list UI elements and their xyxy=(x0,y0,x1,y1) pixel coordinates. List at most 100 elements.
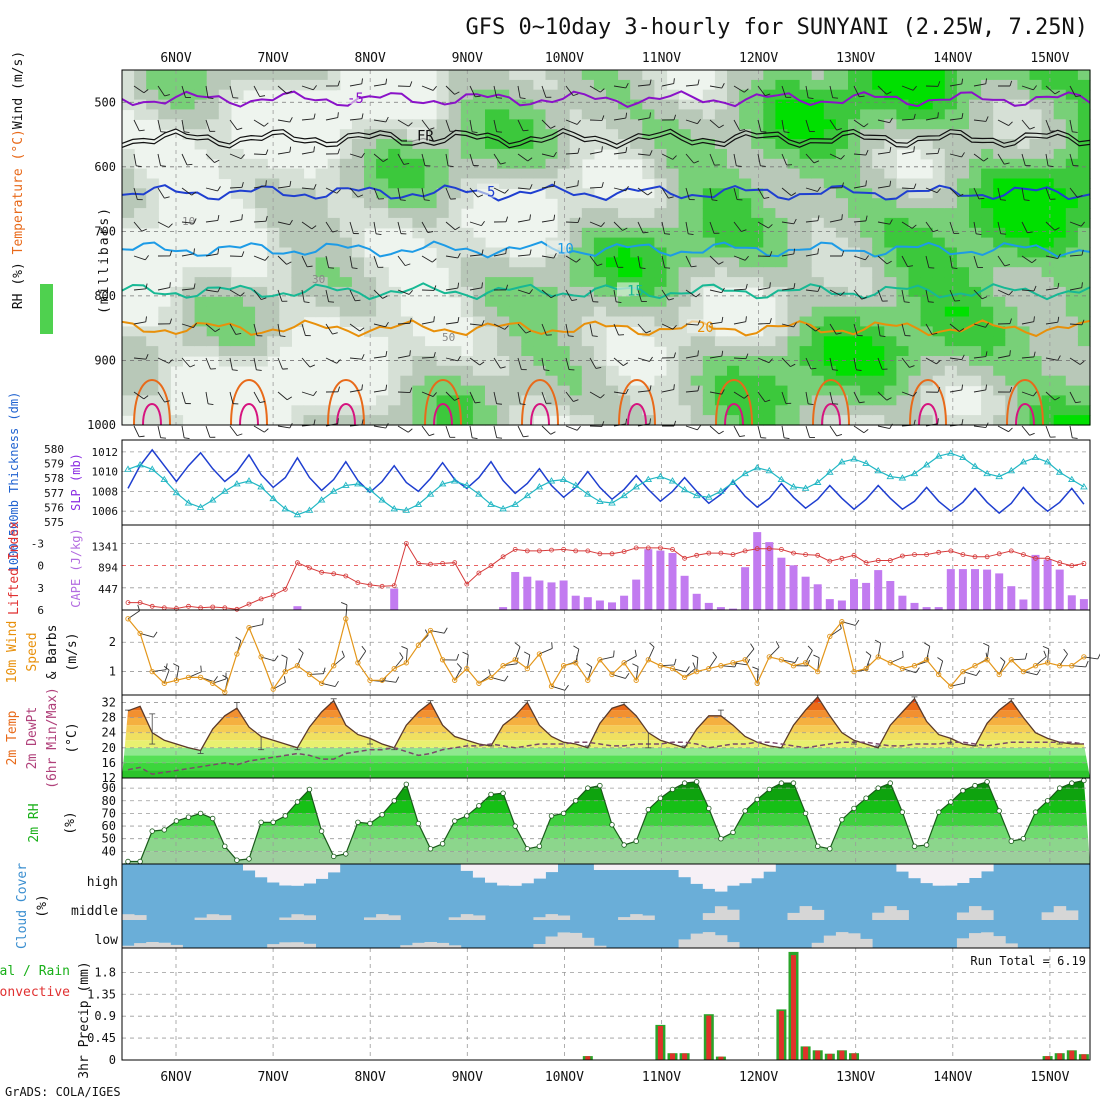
rh-cell xyxy=(678,119,692,130)
wind-barb-feather xyxy=(697,319,701,326)
rh-cell xyxy=(1077,415,1091,426)
rh-cell xyxy=(460,375,474,387)
rh-cell xyxy=(545,168,559,180)
precip-convective-bar xyxy=(682,1053,688,1060)
rh-cell xyxy=(533,306,547,318)
wind-barb xyxy=(901,151,914,155)
wind-barb-feather xyxy=(165,663,168,670)
rh-marker xyxy=(282,813,288,819)
rh-cell xyxy=(267,227,280,239)
rh-cell xyxy=(751,168,764,180)
wind-barb xyxy=(469,425,473,438)
temperature-line xyxy=(127,695,1084,752)
rh-cell xyxy=(1065,129,1079,140)
rh-cell xyxy=(424,217,438,229)
wind-speed-marker xyxy=(427,627,434,634)
rh-cell xyxy=(436,188,450,199)
cloud-low-gap xyxy=(678,939,692,948)
rh-cell xyxy=(1077,346,1091,357)
rh-cell xyxy=(267,326,280,337)
thickness-marker xyxy=(729,478,737,485)
lifted-index-marker xyxy=(403,541,409,546)
cloud-low-gap xyxy=(993,936,1006,948)
rh-cell xyxy=(1005,89,1018,101)
wind-barb xyxy=(157,221,169,228)
rh-cell xyxy=(1065,316,1079,327)
rh-cell xyxy=(666,296,680,308)
rh-cell xyxy=(944,267,958,278)
rh-cell xyxy=(218,296,232,308)
rh-cell xyxy=(811,198,825,209)
rh-marker xyxy=(355,819,361,825)
wind-barb-feather xyxy=(505,248,507,254)
wind-barb xyxy=(1069,391,1076,403)
rh-cell xyxy=(884,385,897,397)
thickness-marker xyxy=(826,468,834,475)
wind-barb-feather xyxy=(523,435,529,438)
wind-speed-marker xyxy=(306,671,313,678)
wind-barb-feather xyxy=(649,356,653,362)
rh-cell xyxy=(969,129,982,140)
rh-cell xyxy=(218,79,232,91)
thickness-marker xyxy=(1007,466,1016,474)
rh-cell xyxy=(714,148,728,160)
lifted-index-marker xyxy=(258,596,264,602)
rh-cell xyxy=(823,208,837,219)
rh-cell xyxy=(1017,217,1031,229)
rh-cell xyxy=(569,109,583,120)
cloud-middle-gap xyxy=(884,906,897,920)
rh-cell xyxy=(823,365,837,377)
rh-cell xyxy=(1005,217,1018,229)
rh-cell xyxy=(835,99,849,111)
rh-cell xyxy=(727,109,740,120)
wind-barb xyxy=(709,221,715,234)
rh-cell xyxy=(218,89,232,101)
rh-cell xyxy=(545,89,559,101)
rh-cell xyxy=(1017,109,1031,120)
rh-cell xyxy=(981,227,994,239)
rh-cell xyxy=(460,109,474,120)
precip-convective-bar xyxy=(778,1010,784,1060)
rh-cell xyxy=(521,70,534,81)
rh-cell xyxy=(823,356,837,367)
rh-cell xyxy=(799,296,813,308)
rh-cell xyxy=(218,158,232,170)
rh-marker xyxy=(730,829,736,836)
rh-cell xyxy=(1029,217,1043,229)
thickness-marker xyxy=(668,477,677,484)
isotherm-label: 5 xyxy=(487,185,495,201)
rh-cell xyxy=(581,296,595,308)
rh-cell xyxy=(787,336,801,347)
rh-cell xyxy=(799,247,813,258)
wind-barb-feather xyxy=(1043,650,1047,657)
wind-barb xyxy=(805,253,818,257)
rh-cell xyxy=(981,286,994,298)
rh-cell xyxy=(182,267,196,278)
rh-cell xyxy=(690,217,704,229)
wind-barb-feather xyxy=(340,601,348,606)
rh-cell xyxy=(920,296,934,308)
wind-barb-feather xyxy=(361,645,367,652)
thickness-marker xyxy=(547,477,556,484)
rh-cell xyxy=(1029,405,1043,416)
rh-cell xyxy=(545,158,559,170)
wind-barb xyxy=(829,425,838,437)
rh-cell xyxy=(896,306,910,318)
cape-bar xyxy=(535,580,544,610)
rh-cell xyxy=(230,316,244,327)
wind-barb-feather xyxy=(592,335,598,337)
rh-cell xyxy=(908,395,922,406)
cloud-high-gap xyxy=(255,864,268,878)
rh-cell xyxy=(714,109,728,120)
wind-barb-feather xyxy=(504,325,509,330)
rh-cell xyxy=(763,356,776,367)
wind-speed-marker xyxy=(802,660,809,666)
rh-cell xyxy=(315,277,329,288)
cloud-middle-gap xyxy=(1053,906,1067,920)
rh-cell xyxy=(1017,79,1031,91)
wind-barb-feather xyxy=(553,214,556,221)
wind-barb xyxy=(301,151,314,155)
wind-barb-feather xyxy=(385,350,388,357)
rh-cell xyxy=(122,158,135,170)
rh-cell xyxy=(775,237,789,249)
